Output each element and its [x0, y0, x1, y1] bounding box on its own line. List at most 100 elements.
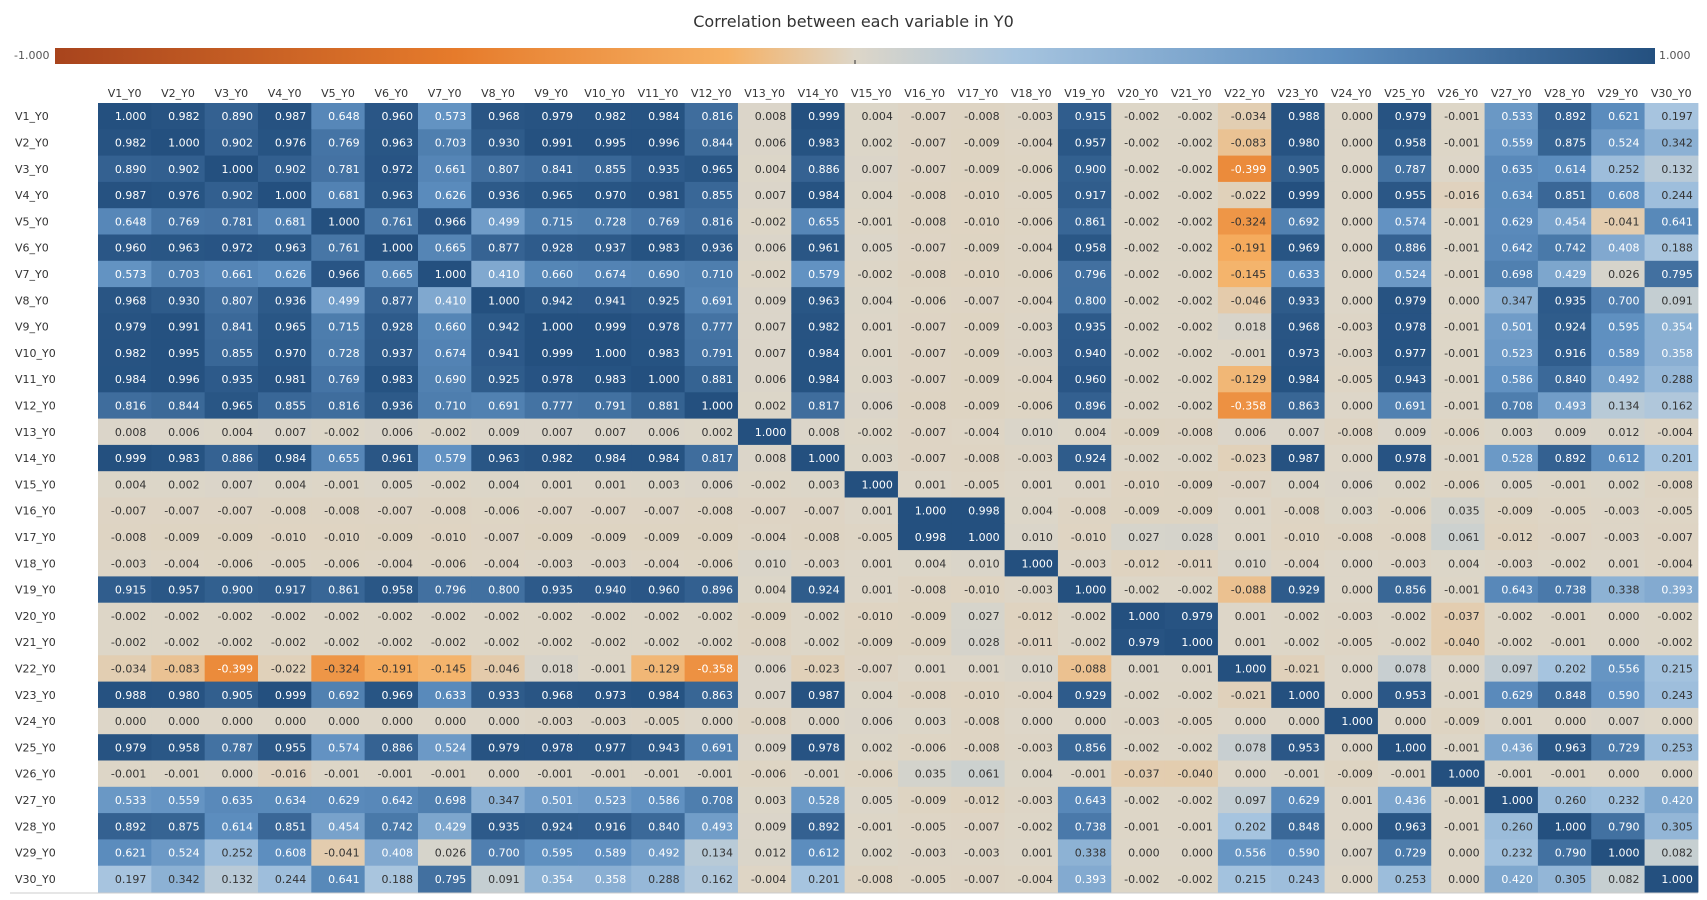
heatmap-cell — [844, 576, 899, 604]
heatmap-cell — [951, 366, 1006, 393]
heatmap-cell — [417, 497, 472, 525]
heatmap-cell — [1004, 629, 1059, 656]
heatmap-cell — [844, 208, 899, 235]
cell-value-label: -0.005 — [1657, 505, 1692, 518]
heatmap-cell — [844, 155, 899, 183]
cell-value-label: 0.700 — [1608, 294, 1640, 307]
heatmap-cell — [471, 155, 526, 183]
heatmap-cell — [1111, 865, 1166, 893]
cell-value-label: -0.010 — [964, 689, 999, 702]
heatmap-cell — [1217, 839, 1272, 867]
cell-value-label: 0.589 — [595, 847, 627, 860]
heatmap-cell — [311, 497, 366, 525]
heatmap-cell — [1377, 550, 1432, 577]
heatmap-cell — [524, 734, 579, 761]
cell-value-label: 0.963 — [1555, 741, 1587, 754]
cell-value-label: 0.970 — [275, 347, 307, 360]
cell-value-label: 0.000 — [1021, 715, 1053, 728]
cell-value-label: -0.012 — [964, 794, 999, 807]
heatmap-cell — [98, 339, 152, 367]
cell-value-label: -0.324 — [324, 662, 359, 675]
cell-value-label: -0.002 — [431, 478, 466, 491]
cell-value-label: 0.004 — [221, 426, 253, 439]
heatmap-cell — [1484, 234, 1539, 262]
heatmap-cell — [1217, 287, 1272, 314]
cell-value-label: 0.004 — [1021, 768, 1053, 781]
cell-value-label: 0.007 — [1608, 715, 1640, 728]
cell-value-label: 0.006 — [755, 242, 787, 255]
cell-value-label: 0.935 — [1555, 294, 1587, 307]
heatmap-cell — [151, 497, 206, 525]
heatmap-cell — [1591, 471, 1646, 498]
cell-value-label: -0.001 — [431, 768, 466, 781]
cell-value-label: -0.008 — [911, 584, 946, 597]
heatmap-cell — [417, 865, 472, 893]
cell-value-label: 0.643 — [1075, 794, 1107, 807]
cell-value-label: -0.001 — [1444, 321, 1479, 334]
heatmap-cell — [471, 523, 526, 551]
heatmap-cell — [1484, 681, 1539, 709]
cell-value-label: 0.002 — [701, 426, 733, 439]
cell-value-label: 0.935 — [1075, 321, 1107, 334]
cell-value-label: 0.001 — [1235, 531, 1267, 544]
cell-value-label: -0.002 — [538, 610, 573, 623]
cell-value-label: 0.890 — [115, 163, 147, 176]
cell-value-label: -0.009 — [378, 531, 413, 544]
cell-value-label: 0.009 — [488, 426, 520, 439]
heatmap-cell — [1377, 234, 1432, 262]
heatmap-cell — [1591, 839, 1646, 867]
cell-value-label: -0.007 — [1231, 478, 1266, 491]
heatmap-cell — [204, 734, 259, 761]
cell-value-label: -0.007 — [911, 136, 946, 149]
cell-value-label: 0.965 — [541, 189, 573, 202]
cell-value-label: -0.001 — [1284, 768, 1319, 781]
cell-value-label: 0.003 — [861, 452, 893, 465]
heatmap-cell — [364, 497, 419, 525]
heatmap-cell — [257, 602, 312, 630]
cell-value-label: -0.002 — [218, 610, 253, 623]
cell-value-label: 0.000 — [1608, 610, 1640, 623]
cell-value-label: -0.001 — [1444, 452, 1479, 465]
cell-value-label: -0.009 — [964, 163, 999, 176]
heatmap-cell — [1644, 287, 1699, 314]
heatmap-cell — [1591, 392, 1646, 420]
heatmap-cell — [844, 734, 899, 761]
cell-value-label: -0.009 — [644, 531, 679, 544]
heatmap-cell — [684, 155, 739, 183]
heatmap-cell — [577, 181, 632, 209]
cell-value-label: -0.009 — [857, 636, 892, 649]
heatmap-cell — [311, 523, 366, 551]
heatmap-cell — [311, 786, 366, 814]
heatmap-cell — [1377, 287, 1432, 314]
heatmap-cell — [151, 760, 206, 788]
x-tick-label: V12_Y0 — [691, 87, 732, 100]
heatmap-cell — [257, 786, 312, 814]
cell-value-label: -0.191 — [1231, 242, 1266, 255]
cell-value-label: 0.958 — [168, 741, 200, 754]
heatmap-cell — [204, 707, 259, 735]
cell-value-label: -0.003 — [1017, 452, 1052, 465]
heatmap-cell — [577, 392, 632, 420]
cell-value-label: 0.000 — [1341, 557, 1373, 570]
heatmap-cell — [524, 260, 579, 288]
heatmap-cell — [1644, 839, 1699, 867]
heatmap-cell — [1111, 313, 1166, 341]
cell-value-label: 0.586 — [648, 794, 680, 807]
y-tick-label: V9_Y0 — [15, 321, 49, 334]
cell-value-label: 0.933 — [488, 689, 520, 702]
cell-value-label: -0.001 — [1231, 347, 1266, 360]
cell-value-label: 0.559 — [1501, 136, 1533, 149]
heatmap-cell — [364, 786, 419, 814]
cell-value-label: 0.963 — [381, 136, 413, 149]
cell-value-label: -0.001 — [1551, 768, 1586, 781]
heatmap-cell — [98, 786, 152, 814]
cell-value-label: 0.742 — [381, 820, 413, 833]
heatmap-cell — [364, 734, 419, 761]
heatmap-cell — [1111, 444, 1166, 472]
heatmap-cell — [1484, 576, 1539, 604]
cell-value-label: 0.000 — [1448, 662, 1480, 675]
cell-value-label: 0.987 — [115, 189, 147, 202]
heatmap-cell — [684, 287, 739, 314]
heatmap-cell — [737, 865, 792, 893]
